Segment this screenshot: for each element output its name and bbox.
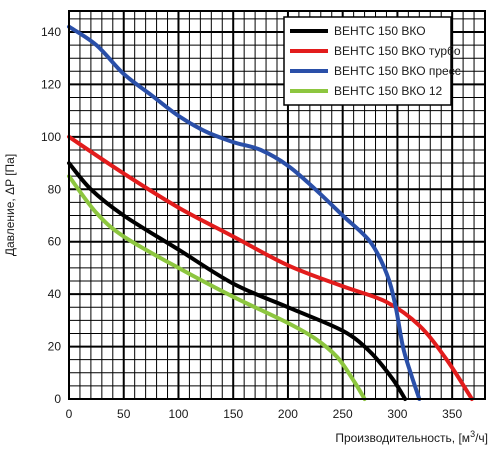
y-tick-label: 120: [41, 77, 61, 91]
legend-item-label: ВЕНТС 150 ВКО пресс: [334, 64, 461, 78]
plot-frame: [68, 10, 486, 400]
x-axis-label-main: Производительность, [м: [335, 431, 470, 445]
legend-item-label: ВЕНТС 150 ВКО 12: [334, 84, 443, 98]
y-tick-label: 0: [54, 392, 61, 406]
y-tick-label: 140: [41, 25, 61, 39]
x-tick-label: 300: [387, 407, 407, 421]
tick-labels: 0 50 100 150 200 250 300 350 0 20 40 60 80 100 120 140: [41, 25, 463, 421]
x-tick-label: 150: [223, 407, 243, 421]
legend-item-label: ВЕНТС 150 ВКО турбо: [334, 44, 461, 58]
x-tick-label: 50: [117, 407, 131, 421]
x-axis-label-sup: 3: [470, 429, 475, 439]
series-line-2: [67, 134, 474, 401]
x-axis-label: Производительность, [м3/ч]: [335, 429, 488, 445]
y-axis-label: Давление, ΔP [Па]: [3, 154, 17, 256]
x-tick-label: 200: [278, 407, 298, 421]
series-layer: [67, 24, 474, 401]
x-tick-label: 250: [333, 407, 353, 421]
legend: ВЕНТС 150 ВКО ВЕНТС 150 ВКО турбо ВЕНТС 15…: [283, 16, 461, 106]
series-line-4: [67, 174, 367, 401]
y-tick-label: 80: [48, 182, 62, 196]
y-tick-label: 40: [48, 287, 62, 301]
x-tick-label: 0: [66, 407, 73, 421]
x-axis-label-end: /ч]: [475, 431, 488, 445]
y-tick-label: 60: [48, 235, 62, 249]
series-line-1: [67, 161, 408, 401]
x-tick-label: 350: [442, 407, 462, 421]
legend-item-label: ВЕНТС 150 ВКО: [334, 24, 426, 38]
series-line-3: [67, 24, 422, 401]
x-tick-label: 100: [168, 407, 188, 421]
y-tick-label: 100: [41, 130, 61, 144]
y-tick-label: 20: [48, 340, 62, 354]
